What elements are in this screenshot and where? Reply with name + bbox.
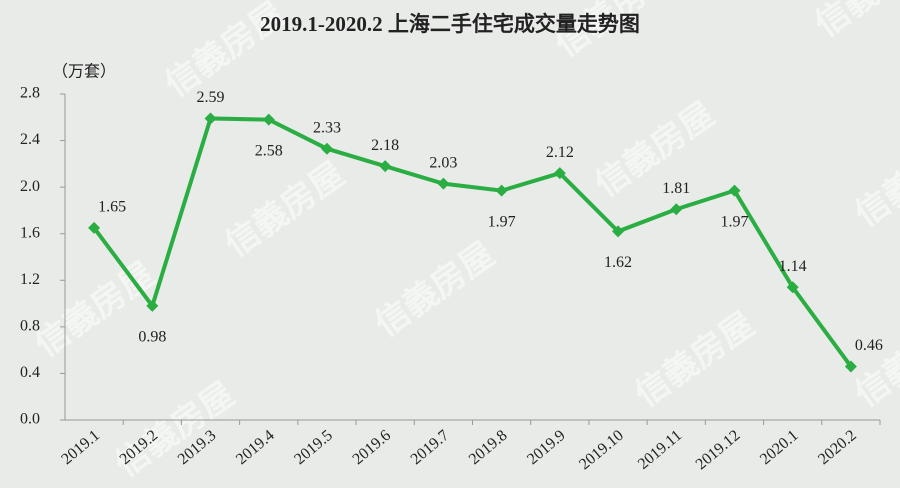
y-tick-label: 2.0 — [20, 178, 40, 195]
data-label: 2.03 — [429, 154, 457, 171]
marker — [553, 167, 566, 180]
watermark: 信義房屋 — [108, 374, 242, 485]
y-tick-label: 0.4 — [20, 364, 40, 381]
data-label: 1.65 — [98, 199, 126, 216]
marker — [786, 281, 799, 294]
watermark: 信義房屋 — [218, 154, 352, 265]
chart-title: 2019.1-2020.2 上海二手住宅成交量走势图 — [260, 12, 640, 36]
x-tick-label: 2019.7 — [408, 427, 453, 468]
x-tick-label: 2019.5 — [291, 427, 336, 468]
y-tick-label: 0.0 — [20, 411, 40, 428]
watermark: 信義房屋 — [848, 124, 900, 235]
data-label: 1.14 — [779, 258, 807, 275]
x-tick-label: 2019.10 — [576, 427, 627, 473]
marker — [146, 299, 159, 312]
marker — [320, 142, 333, 155]
data-label: 0.46 — [855, 337, 883, 354]
watermark: 信義房屋 — [28, 254, 162, 365]
y-tick-label: 0.8 — [20, 318, 40, 335]
data-label: 1.97 — [720, 213, 748, 230]
data-label: 2.18 — [371, 137, 399, 154]
y-tick-label: 2.8 — [20, 85, 40, 102]
line — [92, 116, 853, 368]
watermark: 信義房屋 — [628, 304, 762, 415]
x-tick-label: 2019.1 — [58, 427, 103, 468]
marker — [612, 225, 625, 238]
x-tick-label: 2020.1 — [757, 427, 802, 468]
marker — [728, 184, 741, 197]
x-tick-label: 2020.2 — [815, 427, 860, 468]
watermark: 信義房屋 — [368, 234, 502, 345]
data-label: 2.12 — [546, 144, 574, 161]
marker — [204, 112, 217, 125]
x-tick-label: 2019.12 — [693, 427, 744, 473]
marker — [379, 160, 392, 173]
marker — [437, 177, 450, 190]
y-tick-label: 1.2 — [20, 271, 40, 288]
watermark: 信義房屋 — [808, 0, 900, 45]
marker — [88, 221, 101, 234]
marker — [844, 360, 857, 373]
watermark: 信義房屋 — [588, 94, 722, 205]
x-tick-label: 2019.6 — [349, 427, 394, 468]
data-label: 2.59 — [197, 89, 225, 106]
data-label: 1.81 — [662, 180, 690, 197]
y-unit: （万套） — [52, 63, 116, 81]
watermark: 信義房屋 — [848, 304, 900, 415]
data-label: 1.97 — [488, 213, 516, 230]
data-label: 0.98 — [138, 329, 166, 346]
data-label: 1.62 — [604, 254, 632, 271]
x-tick-label: 2019.11 — [635, 427, 685, 473]
y-tick-label: 2.4 — [20, 131, 40, 148]
x-tick-label: 2019.9 — [524, 427, 569, 468]
x-tick-label: 2019.8 — [466, 427, 511, 468]
marker — [495, 184, 508, 197]
marker — [262, 113, 275, 126]
marker — [670, 203, 683, 216]
x-tick-label: 2019.4 — [233, 427, 278, 468]
data-label: 2.33 — [313, 119, 341, 136]
data-label: 2.58 — [255, 142, 283, 159]
y-tick-label: 1.6 — [20, 224, 40, 241]
